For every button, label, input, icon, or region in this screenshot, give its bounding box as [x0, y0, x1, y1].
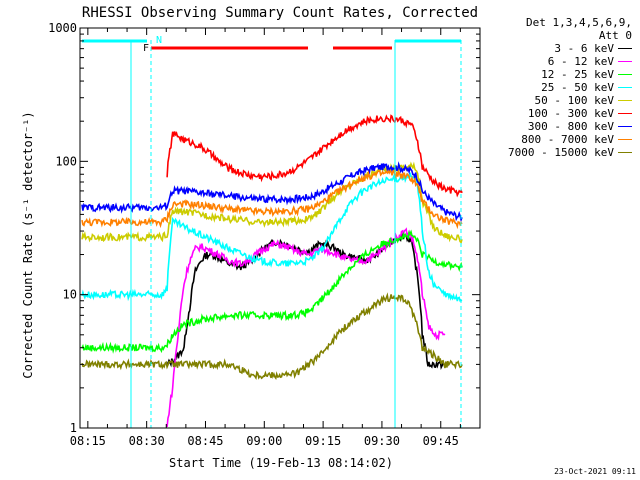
series-line-3 — [81, 172, 463, 302]
x-tick-label: 09:00 — [246, 434, 282, 448]
plot-frame — [79, 27, 481, 429]
x-tick-label: 08:45 — [187, 434, 223, 448]
legend-label: 50 - 100 keV — [534, 94, 614, 107]
legend-label: 3 - 6 keV — [554, 42, 614, 55]
legend-label: 25 - 50 keV — [541, 81, 614, 94]
x-tick-label: 09:30 — [364, 434, 400, 448]
legend-swatch — [618, 48, 632, 49]
legend-entry: 7000 - 15000 keV — [500, 146, 632, 159]
x-axis-label: Start Time (19-Feb-13 08:14:02) — [169, 456, 393, 470]
x-tick-label: 09:15 — [305, 434, 341, 448]
legend-swatch — [618, 61, 632, 62]
y-axis-label: Corrected Count Rate (s⁻¹ detector⁻¹) — [21, 111, 35, 378]
legend-entry: 50 - 100 keV — [500, 94, 632, 107]
legend-entry: 3 - 6 keV — [500, 42, 632, 55]
series-line-7 — [81, 169, 463, 230]
legend-swatch — [618, 152, 632, 153]
legend-swatch — [618, 100, 632, 101]
legend-label: 6 - 12 keV — [547, 55, 614, 68]
legend-swatch — [618, 139, 632, 140]
y-tick-label: 1 — [70, 421, 77, 435]
y-tick-label: 10 — [63, 288, 77, 302]
series-line-5 — [166, 114, 463, 198]
legend-header-attenuator: Att 0 — [598, 29, 632, 42]
generated-timestamp: 23-Oct-2021 09:11 — [554, 467, 636, 476]
legend-entry: 100 - 300 keV — [500, 107, 632, 120]
chart-title: RHESSI Observing Summary Count Rates, Co… — [82, 5, 478, 21]
series-line-2 — [81, 229, 463, 354]
legend-entry: 25 - 50 keV — [500, 81, 632, 94]
x-tick-label: 08:30 — [129, 434, 165, 448]
flare-marker-label: F — [143, 43, 149, 54]
legend-entry: 800 - 7000 keV — [500, 133, 632, 146]
chart-legend: Det 1,3,4,5,6,9, Att 0 3 - 6 keV 6 - 12 k… — [500, 16, 632, 159]
legend-entry: 300 - 800 keV — [500, 120, 632, 133]
legend-entry: 12 - 25 keV — [500, 68, 632, 81]
y-tick-label: 1000 — [48, 21, 77, 35]
series-line-6 — [81, 161, 463, 223]
legend-swatch — [618, 74, 632, 75]
legend-label: 7000 - 15000 keV — [508, 146, 614, 159]
legend-label: 12 - 25 keV — [541, 68, 614, 81]
series-line-8 — [81, 292, 463, 381]
x-tick-label: 09:45 — [423, 434, 459, 448]
legend-label: 800 - 7000 keV — [521, 133, 614, 146]
legend-label: 100 - 300 keV — [527, 107, 614, 120]
legend-label: 300 - 800 keV — [527, 120, 614, 133]
legend-entry: 6 - 12 keV — [500, 55, 632, 68]
x-tick-label: 08:15 — [70, 434, 106, 448]
night-marker-label: N — [156, 35, 162, 46]
y-tick-label: 100 — [55, 154, 77, 168]
legend-swatch — [618, 113, 632, 114]
legend-header-detectors: Det 1,3,4,5,6,9, — [526, 16, 632, 29]
legend-swatch — [618, 87, 632, 88]
legend-swatch — [618, 126, 632, 127]
